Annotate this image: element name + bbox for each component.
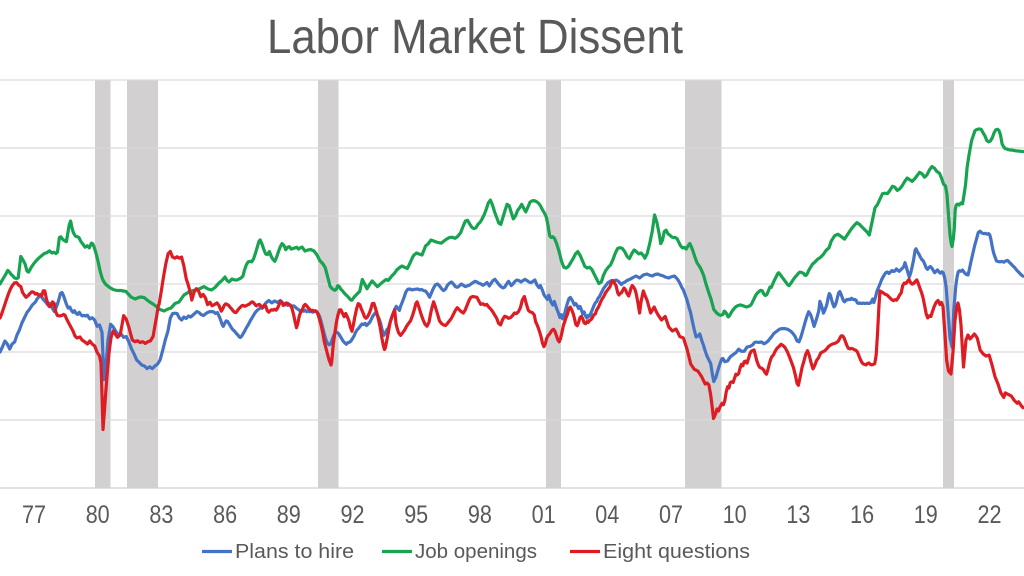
svg-text:22: 22 — [978, 501, 1002, 529]
svg-text:Job openings: Job openings — [415, 540, 537, 563]
svg-text:13: 13 — [786, 501, 810, 529]
svg-text:10: 10 — [723, 501, 747, 529]
svg-text:98: 98 — [468, 501, 492, 529]
svg-text:92: 92 — [341, 501, 365, 529]
svg-text:Plans to hire: Plans to hire — [235, 540, 354, 563]
svg-text:01: 01 — [532, 501, 556, 529]
svg-text:Labor Market Dissent: Labor Market Dissent — [267, 11, 683, 64]
svg-text:19: 19 — [914, 501, 938, 529]
svg-text:04: 04 — [595, 501, 619, 529]
svg-text:95: 95 — [404, 501, 428, 529]
svg-text:16: 16 — [850, 501, 874, 529]
svg-text:86: 86 — [213, 501, 237, 529]
svg-text:80: 80 — [86, 501, 110, 529]
svg-text:Eight questions: Eight questions — [603, 540, 750, 563]
svg-text:89: 89 — [277, 501, 301, 529]
svg-text:77: 77 — [22, 501, 46, 529]
svg-text:83: 83 — [149, 501, 173, 529]
svg-text:07: 07 — [659, 501, 683, 529]
